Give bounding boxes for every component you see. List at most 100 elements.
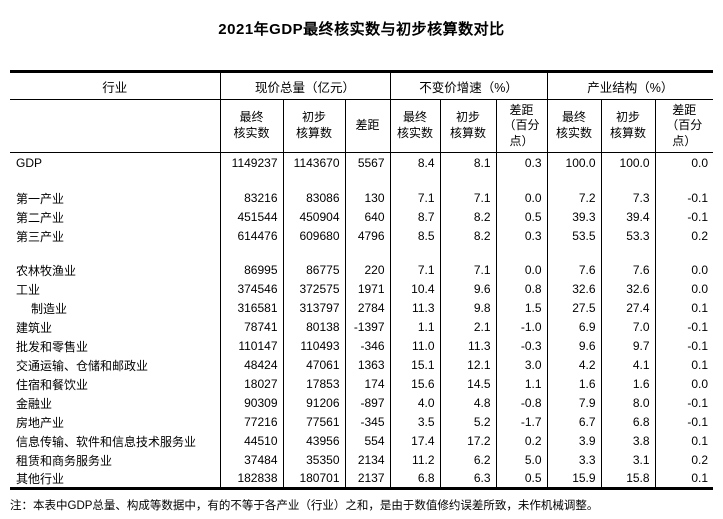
value-cell: 17853: [283, 374, 346, 394]
value-cell: -0.1: [687, 210, 709, 224]
table-row: 第三产业 614476 609680 4796 8.5 8.2 0.3 53.5 53.3 0.2: [10, 226, 713, 246]
col-group-current-price: 现价总量（亿元）: [220, 71, 391, 100]
value-cell: 2134: [345, 450, 391, 470]
value-cell: 4.2: [547, 355, 602, 375]
value-cell: 32.6: [547, 279, 602, 299]
value-cell: 0.2: [496, 431, 548, 451]
value-cell: [220, 245, 284, 261]
sub-header-row: 最终 核实数 初步 核算数 差距 最终 核实数 初步 核算数 差距 （百分 点）…: [10, 99, 714, 153]
page-title: 2021年GDP最终核实数与初步核算数对比: [218, 21, 505, 38]
spacer-row: [10, 245, 713, 261]
value-cell: 130: [345, 188, 391, 208]
value-cell: 2.1: [440, 317, 497, 337]
table-row: 金融业 90309 91206 -897 4.0 4.8 -0.8 7.9 8.0 -0.1: [10, 393, 713, 413]
value-cell: 220: [345, 260, 391, 280]
col-group-industrial-structure: 产业结构（%）: [547, 71, 714, 100]
value-cell: 53.3: [601, 226, 656, 246]
value-cell: 7.1: [440, 188, 497, 208]
value-cell: -0.1: [687, 191, 709, 205]
industry-label: 其他行业: [10, 469, 221, 489]
value-cell: [655, 246, 713, 261]
value-cell: 8.2: [440, 226, 497, 246]
value-cell: -1.7: [496, 412, 548, 432]
value-cell: 313797: [283, 298, 346, 318]
value-cell: [655, 174, 713, 189]
value-cell: 43956: [283, 431, 346, 451]
value-cell: 15.6: [390, 374, 441, 394]
value-cell: 11.3: [390, 298, 441, 318]
value-cell: 0.1: [691, 358, 709, 372]
value-cell: 0.0: [691, 282, 709, 296]
value-cell: 3.0: [496, 355, 548, 375]
value-cell: 7.6: [601, 260, 656, 280]
table-row: 制造业 316581 313797 2784 11.3 9.8 1.5 27.5 27.4 0.1: [10, 298, 713, 318]
col-group-industry: 行业: [10, 71, 221, 100]
value-cell: [390, 245, 441, 261]
value-cell: 180701: [283, 469, 346, 489]
value-cell: 1363: [345, 355, 391, 375]
value-cell: 15.9: [547, 469, 602, 489]
industry-label: 第二产业: [10, 207, 221, 227]
value-cell: 374546: [220, 279, 284, 299]
value-cell: 90309: [220, 393, 284, 413]
value-cell: 11.0: [390, 336, 441, 356]
value-cell: 27.4: [601, 298, 656, 318]
industry-label: 农林牧渔业: [10, 260, 221, 280]
value-cell: 78741: [220, 317, 284, 337]
value-cell: 6.2: [440, 450, 497, 470]
value-cell: 5567: [345, 152, 391, 174]
value-cell: 8.2: [440, 207, 497, 227]
value-cell: 3.8: [601, 431, 656, 451]
value-cell: 100.0: [601, 152, 656, 174]
value-cell: -0.1: [687, 415, 709, 429]
value-cell: [601, 173, 656, 189]
industry-label: GDP: [10, 152, 221, 174]
sub-header-gap: 差距: [345, 99, 391, 153]
value-cell: 0.1: [691, 301, 709, 315]
table-row: 第二产业 451544 450904 640 8.7 8.2 0.5 39.3 39.4 -0.1: [10, 207, 713, 227]
value-cell: 0.0: [691, 377, 709, 391]
value-cell: 174: [345, 374, 391, 394]
value-cell: 32.6: [601, 279, 656, 299]
value-cell: 0.1: [691, 471, 709, 486]
table-row: 交通运输、仓储和邮政业 48424 47061 1363 15.1 12.1 3.0 4.2 4…: [10, 355, 713, 375]
value-cell: 8.1: [440, 152, 497, 174]
value-cell: -0.1: [687, 396, 709, 410]
value-cell: -1397: [345, 317, 391, 337]
table-row: GDP 1149237 1143670 5567 8.4 8.1 0.3 100.0 100.0…: [10, 152, 713, 174]
industry-label: 信息传输、软件和信息技术服务业: [10, 431, 221, 451]
table-row: 信息传输、软件和信息技术服务业 44510 43956 554 17.4 17.2 0.2 3…: [10, 431, 713, 451]
industry-label: [10, 245, 221, 261]
table-row: 农林牧渔业 86995 86775 220 7.1 7.1 0.0 7.6 7.6 0.0: [10, 260, 713, 280]
value-cell: 15.1: [390, 355, 441, 375]
table-row: 工业 374546 372575 1971 10.4 9.6 0.8 32.6 32.6 0.0: [10, 279, 713, 299]
table-row: 建筑业 78741 80138 -1397 1.1 2.1 -1.0 6.9 7.0 -0.1: [10, 317, 713, 337]
value-cell: 77216: [220, 412, 284, 432]
value-cell: 7.1: [390, 260, 441, 280]
value-cell: 7.3: [601, 188, 656, 208]
value-cell: 15.8: [601, 469, 656, 489]
col-group-constant-price-growth: 不变价增速（%）: [390, 71, 548, 100]
value-cell: [601, 245, 656, 261]
value-cell: 39.4: [601, 207, 656, 227]
value-cell: 86775: [283, 260, 346, 280]
sub-header-preliminary: 初步 核算数: [440, 99, 497, 153]
value-cell: 80138: [283, 317, 346, 337]
value-cell: -0.1: [687, 339, 709, 353]
value-cell: 7.1: [390, 188, 441, 208]
value-cell: 1.1: [390, 317, 441, 337]
value-cell: -1.0: [496, 317, 548, 337]
value-cell: [345, 173, 391, 189]
value-cell: 1.6: [601, 374, 656, 394]
value-cell: [547, 173, 602, 189]
value-cell: 17.4: [390, 431, 441, 451]
industry-label: 住宿和餐饮业: [10, 374, 221, 394]
value-cell: 2784: [345, 298, 391, 318]
value-cell: 1971: [345, 279, 391, 299]
value-cell: 6.8: [601, 412, 656, 432]
industry-label: 第三产业: [10, 226, 221, 246]
value-cell: 9.6: [547, 336, 602, 356]
value-cell: [283, 173, 346, 189]
value-cell: 4.8: [440, 393, 497, 413]
value-cell: 10.4: [390, 279, 441, 299]
